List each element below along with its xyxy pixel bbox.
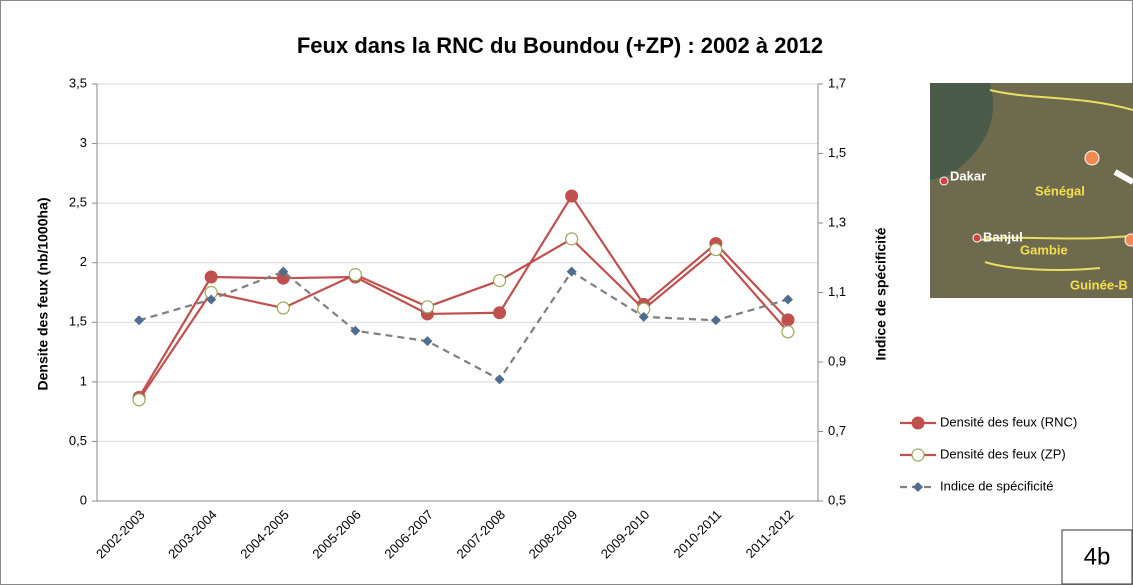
map-label: Gambie (1020, 242, 1068, 257)
map-inset: Dakar Sénégal Banjul Gambie Guinée-B (930, 83, 1133, 298)
data-point (134, 315, 145, 326)
y2-axis-title: Indice de spécificité (873, 227, 889, 360)
map-city (972, 233, 982, 243)
data-point (782, 294, 793, 305)
y2-tick-label: 0,5 (828, 492, 846, 507)
map-point (1084, 150, 1100, 166)
data-point (132, 393, 146, 407)
legend-label: Densité des feux (RNC) (940, 414, 1077, 429)
legend-marker (911, 416, 925, 430)
data-point (710, 315, 721, 326)
legend-label: Densité des feux (ZP) (940, 446, 1066, 461)
data-point (565, 232, 579, 246)
y-tick-label: 0,5 (69, 433, 87, 448)
map-land (930, 83, 1133, 298)
y2-tick-label: 1,1 (828, 284, 846, 299)
map-label: Dakar (950, 168, 986, 183)
y-tick-label: 1 (80, 373, 87, 388)
map-label: Sénégal (1035, 183, 1085, 198)
y-axis-title: Densite des feux (nb/1000ha) (35, 198, 51, 391)
y-tick-label: 3,5 (69, 75, 87, 90)
figure-label-box (1061, 529, 1133, 585)
y-tick-label: 0 (80, 492, 87, 507)
y-tick-label: 2,5 (69, 195, 87, 210)
map-city (939, 176, 949, 186)
map-border (984, 261, 1101, 271)
map-point (1124, 233, 1133, 247)
data-point (422, 336, 433, 347)
y2-tick-label: 0,9 (828, 353, 846, 368)
data-point (493, 306, 507, 320)
data-point (565, 189, 579, 203)
map-border (979, 235, 1133, 241)
series-line (138, 193, 789, 398)
map-arrow (1113, 169, 1133, 185)
data-point (781, 313, 795, 327)
figure-label: 4b (1084, 543, 1111, 570)
map-label: Banjul (983, 229, 1023, 244)
y2-tick-label: 1,5 (828, 145, 846, 160)
data-point (566, 266, 577, 277)
map-border (989, 89, 1133, 111)
data-point (781, 325, 795, 339)
data-point (348, 268, 362, 282)
legend-marker (911, 448, 925, 462)
data-point (204, 270, 218, 284)
y-tick-label: 2 (80, 254, 87, 269)
data-point (492, 273, 507, 288)
y-tick-label: 3 (80, 135, 87, 150)
y2-tick-label: 0,7 (828, 423, 846, 438)
data-point (350, 325, 361, 336)
data-point (638, 311, 649, 322)
chart-title: Feux dans la RNC du Boundou (+ZP) : 2002… (297, 33, 823, 58)
map-label: Guinée-B (1070, 277, 1128, 292)
legend-label: Indice de spécificité (940, 478, 1053, 493)
y2-tick-label: 1,3 (828, 214, 846, 229)
series-line (138, 237, 789, 401)
y-tick-label: 1,5 (69, 314, 87, 329)
data-point (494, 374, 505, 385)
data-point (278, 266, 289, 277)
legend-marker (913, 482, 923, 492)
data-point (420, 300, 435, 314)
data-point (276, 301, 290, 315)
data-point (709, 243, 723, 257)
series-line (138, 270, 789, 381)
y2-tick-label: 1,7 (828, 75, 846, 90)
data-point (206, 294, 217, 305)
